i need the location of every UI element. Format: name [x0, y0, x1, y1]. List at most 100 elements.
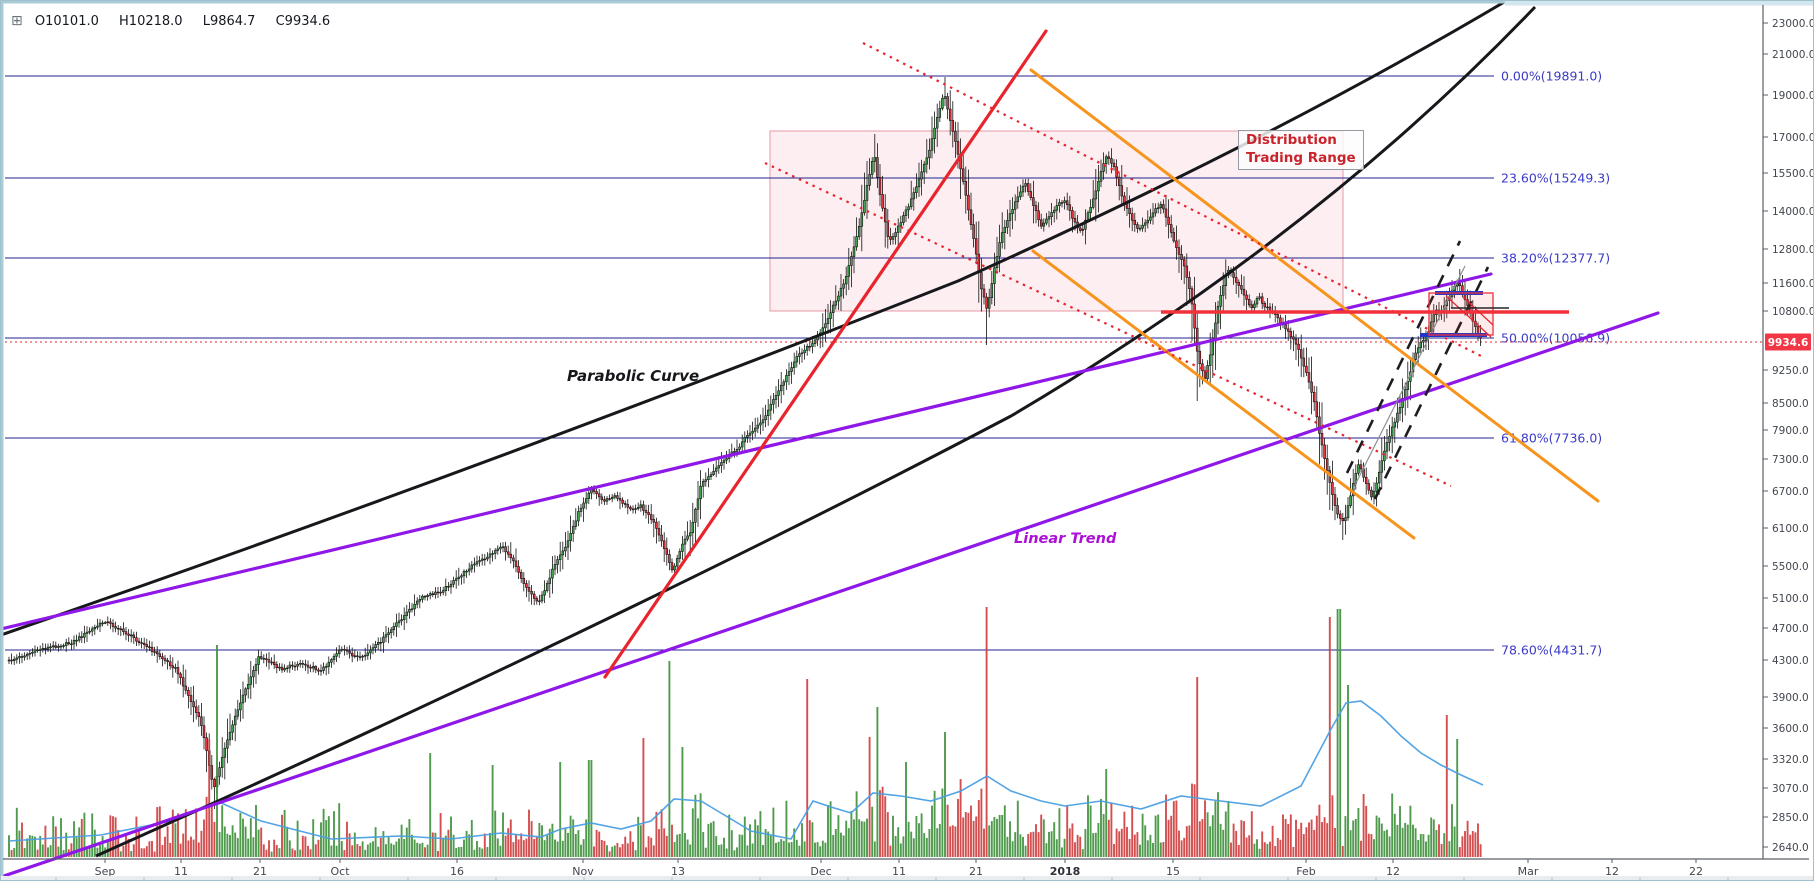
volume-bar: [408, 819, 411, 857]
candle: [1063, 200, 1066, 203]
candle: [41, 648, 45, 650]
time-axis[interactable]: Sep 11 21 Oct 16 Nov 13 Dec 11 21 2018 15 Feb 12 Mar 12…: [3, 858, 1809, 878]
time-tick-label: Sep: [95, 865, 116, 878]
volume-bar: [759, 811, 762, 857]
candle: [140, 642, 143, 644]
candle: [470, 564, 474, 570]
candle: [33, 649, 37, 653]
candle: [881, 194, 884, 209]
volume-bar: [613, 845, 616, 857]
volume-bar: [476, 841, 478, 857]
parabolic-curve-label[interactable]: Parabolic Curve: [567, 367, 700, 385]
volume-bar: [179, 843, 182, 857]
red-dotted-channel-upper[interactable]: [862, 42, 1482, 357]
candle: [740, 441, 744, 448]
candle: [1289, 330, 1293, 338]
fib-retracement-drawing[interactable]: 0.00%(19891.0) 23.60%(15249.3) 38.20%(1237…: [5, 69, 1763, 658]
volume-bar: [814, 842, 816, 857]
volume-bar: [1297, 829, 1300, 857]
volume-bar: [1053, 822, 1056, 857]
candle: [512, 557, 515, 562]
volume-bar: [1180, 840, 1183, 857]
volume-bar: [1188, 825, 1191, 857]
red-dotted-channel-lower[interactable]: [764, 162, 1452, 487]
volume-bar: [1058, 808, 1061, 857]
candle: [694, 508, 697, 523]
candle: [1201, 363, 1204, 372]
volume-bar: [153, 851, 156, 857]
volume-bar: [62, 850, 65, 857]
volume-bar: [387, 837, 390, 857]
volume-series[interactable]: [8, 607, 1484, 857]
candle: [280, 666, 284, 671]
volume-bar: [1136, 832, 1139, 857]
expand-ohlc-icon[interactable]: ⊞: [11, 13, 23, 29]
candle: [865, 184, 869, 201]
candle: [142, 642, 146, 645]
volume-bar: [281, 814, 283, 857]
dashed-rising-channel-right[interactable]: [1373, 266, 1490, 500]
parabolic-curve-line[interactable]: [1, 1, 1507, 637]
volume-bar: [1230, 842, 1232, 857]
timeline-scrollbar[interactable]: [1, 876, 1814, 881]
volume-bar: [567, 832, 569, 857]
red-breakout-trendline[interactable]: [603, 29, 1048, 679]
volume-bar: [1339, 609, 1342, 857]
orange-downtrend-line-lower[interactable]: [1031, 249, 1416, 540]
candle: [990, 283, 994, 299]
candle: [51, 645, 55, 648]
volume-bar: [637, 816, 640, 857]
volume-bar: [75, 837, 78, 857]
volume-bar: [808, 820, 811, 857]
candle: [665, 548, 669, 555]
candle: [83, 633, 86, 638]
recent-range-box[interactable]: [1428, 292, 1494, 336]
volume-bar: [1191, 783, 1193, 857]
orange-downtrend-line-upper[interactable]: [1029, 68, 1600, 503]
candle: [72, 639, 76, 645]
volume-bar: [1419, 834, 1422, 857]
volume-bar: [1284, 818, 1287, 857]
volume-bar: [1393, 813, 1396, 857]
volume-bar: [1261, 831, 1264, 857]
volume-bar: [829, 801, 832, 857]
volume-bar: [447, 829, 450, 857]
candle: [1065, 200, 1069, 206]
volume-bar: [1133, 834, 1136, 857]
candle: [647, 512, 650, 515]
candle: [798, 353, 801, 357]
candle: [1055, 205, 1059, 211]
volume-bar: [756, 825, 759, 857]
volume-bar: [1302, 834, 1305, 857]
candle: [1151, 212, 1155, 218]
candle: [1172, 232, 1176, 242]
red-wedge-line-2[interactable]: [1462, 296, 1494, 326]
thin-gray-trendline[interactable]: [1352, 265, 1466, 490]
price-axis[interactable]: 23000.0 21000.0 19000.0 17000.0 15500.0 14000…: [1762, 5, 1814, 859]
volume-bar: [473, 849, 476, 857]
volume-bar: [775, 842, 777, 857]
parabolic-channel-lower-line[interactable]: [95, 5, 1537, 858]
candle: [652, 519, 656, 523]
candle: [1331, 482, 1334, 495]
volume-bar: [749, 824, 751, 857]
candlestick-series[interactable]: [7, 77, 1482, 809]
distribution-trading-range-label[interactable]: Distribution Trading Range: [1238, 130, 1364, 171]
volume-bar: [1019, 834, 1022, 857]
high-value: 10218.0: [128, 14, 183, 29]
linear-trend-line[interactable]: [1, 311, 1660, 879]
candle: [1406, 380, 1410, 390]
volume-bar: [980, 788, 983, 857]
volume-bar: [1474, 832, 1477, 857]
candle: [267, 659, 271, 663]
volume-bar: [1110, 802, 1113, 857]
dashed-rising-channel-left[interactable]: [1345, 240, 1462, 474]
volume-bar: [525, 838, 528, 857]
linear-channel-upper-line[interactable]: [1, 272, 1493, 631]
candle: [1104, 156, 1108, 164]
linear-trend-label[interactable]: Linear Trend: [1014, 531, 1117, 547]
volume-bar: [554, 839, 556, 857]
volume-bar: [931, 805, 933, 857]
red-wedge-line-1[interactable]: [1445, 295, 1492, 338]
volume-bar: [1352, 820, 1355, 857]
